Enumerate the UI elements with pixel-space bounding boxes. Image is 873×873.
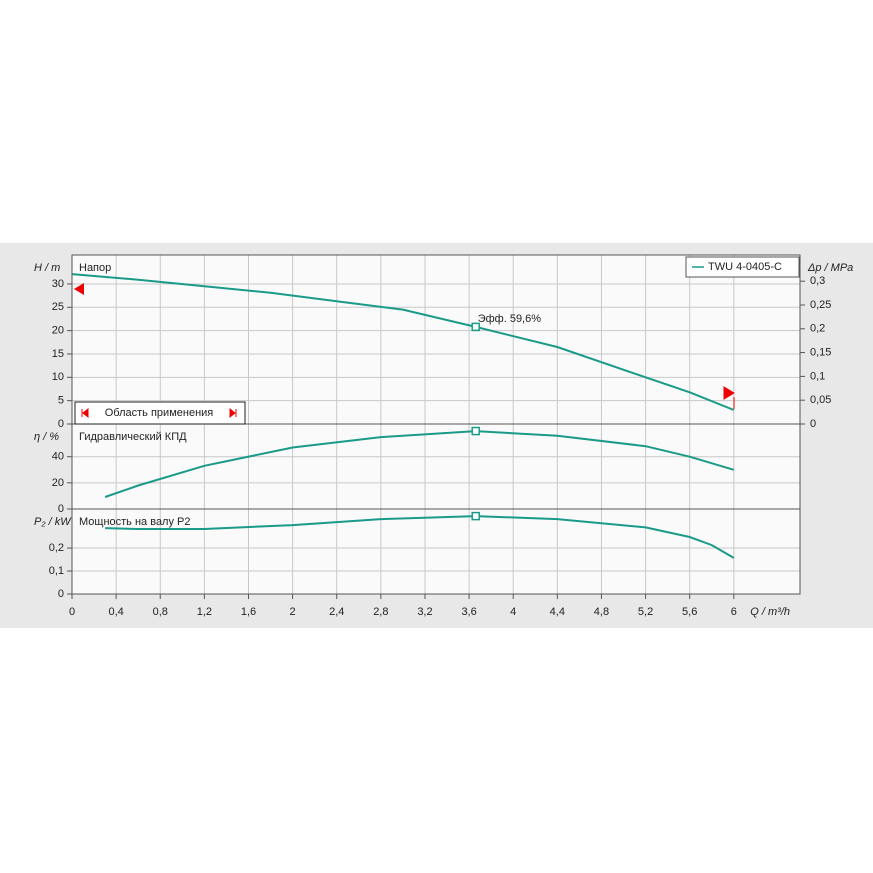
y-tick-label: 5 xyxy=(58,395,64,407)
x-tick-label: 0,4 xyxy=(108,606,123,618)
y2-tick-label: 0,15 xyxy=(810,346,831,358)
x-tick-label: 4 xyxy=(510,606,516,618)
curve xyxy=(104,430,735,498)
y-tick-label: 0 xyxy=(58,503,64,515)
y-tick-label: 0 xyxy=(58,418,64,430)
y2-tick-label: 0 xyxy=(810,418,816,430)
x-tick-label: 2,8 xyxy=(373,606,388,618)
y-tick-label: 25 xyxy=(52,301,64,313)
y2-tick-label: 0,25 xyxy=(810,299,831,311)
legend-box xyxy=(685,256,800,278)
x-axis-label: Q / m³/h xyxy=(750,606,790,618)
annotation: Эфф. 59,6% xyxy=(478,313,542,325)
operating-point xyxy=(471,322,480,332)
y2-tick-label: 0,05 xyxy=(810,394,831,406)
range-arrow-left xyxy=(81,407,89,419)
range-label: Область применения xyxy=(105,407,214,419)
curve xyxy=(71,273,735,411)
legend-label: TWU 4-0405-C xyxy=(708,261,782,273)
x-tick-label: 3,6 xyxy=(461,606,476,618)
panel-frame xyxy=(71,508,801,595)
x-tick-label: 0,8 xyxy=(153,606,168,618)
x-tick-label: 6 xyxy=(731,606,737,618)
y-tick-label: 0,2 xyxy=(49,542,64,554)
y-tick-label: 0,1 xyxy=(49,565,64,577)
x-tick-label: 4,8 xyxy=(594,606,609,618)
x-tick-label: 5,2 xyxy=(638,606,653,618)
x-tick-label: 0 xyxy=(69,606,75,618)
layer: 0 0,4 0,8 1,2 1,6 2 2,4 2,8 3,2 3,6 4 4,4 4,8 5,2 5,6 6… xyxy=(34,254,853,618)
y-tick-label: 10 xyxy=(52,371,64,383)
x-tick-label: 3,2 xyxy=(417,606,432,618)
y2-tick-label: 0,2 xyxy=(810,323,825,335)
y-tick-label: 30 xyxy=(52,278,64,290)
x-tick-label: 1,2 xyxy=(197,606,212,618)
operating-point xyxy=(471,426,480,436)
x-tick-label: 1,6 xyxy=(241,606,256,618)
y-tick-label: 20 xyxy=(52,325,64,337)
operating-point xyxy=(471,511,480,521)
range-marker-left xyxy=(74,283,84,295)
y-tick-label: 40 xyxy=(52,451,64,463)
range-box xyxy=(74,401,246,425)
y-tick-label: 0 xyxy=(58,588,64,600)
y-axis-label: H / m xyxy=(34,262,60,274)
range-marker-right xyxy=(723,386,735,409)
x-tick-label: 5,6 xyxy=(682,606,697,618)
range-arrow-right xyxy=(229,407,237,419)
x-tick-label: 2,4 xyxy=(329,606,344,618)
y-axis-label: η / % xyxy=(34,431,59,443)
panel-title: Мощность на валу P2 xyxy=(79,516,191,528)
x-tick-label: 4,4 xyxy=(550,606,565,618)
y-axis-label: P₂ / kW xyxy=(34,516,72,528)
panel-title: Гидравлический КПД xyxy=(79,431,187,443)
x-tick-label: 2 xyxy=(290,606,296,618)
y2-tick-label: 0,1 xyxy=(810,370,825,382)
y-tick-label: 20 xyxy=(52,477,64,489)
y-tick-label: 15 xyxy=(52,348,64,360)
y2-tick-label: 0,3 xyxy=(810,275,825,287)
panel-title: Напор xyxy=(79,262,111,274)
y2-axis-label: Δp / MPa xyxy=(807,262,853,274)
